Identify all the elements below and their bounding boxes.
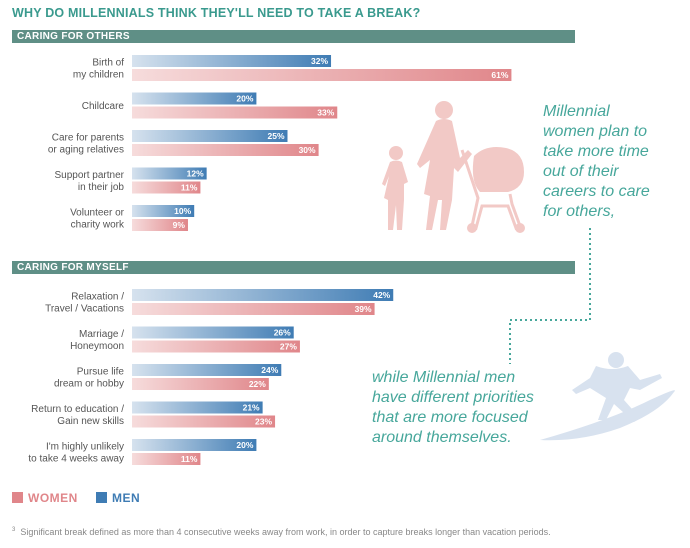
bar-men <box>132 401 263 414</box>
value-label-women: 61% <box>491 70 508 80</box>
legend-women-swatch <box>12 492 23 503</box>
section-header-caring-for-myself: CARING FOR MYSELF <box>12 261 575 274</box>
value-label-men: 25% <box>267 131 284 141</box>
bar-women <box>132 144 319 156</box>
category-label: my children <box>73 70 124 81</box>
bar-women <box>132 340 300 353</box>
value-label-women: 9% <box>173 220 186 230</box>
men-note: while Millennial men have different prio… <box>372 369 534 446</box>
category-label: Pursue life <box>77 367 125 378</box>
dotted-connector <box>509 228 591 364</box>
category-label: to take 4 weeks away <box>28 454 124 465</box>
woman-with-child-and-stroller-icon <box>382 101 525 233</box>
category-label: Childcare <box>82 101 125 112</box>
section-header-caring-for-others: CARING FOR OTHERS <box>12 30 575 43</box>
bar-men <box>132 289 394 301</box>
bar-women <box>132 69 512 81</box>
value-label-women: 23% <box>255 417 272 427</box>
bar-men <box>132 326 294 339</box>
category-label: charity work <box>71 220 125 231</box>
bar-men <box>132 167 207 180</box>
category-label: Birth of <box>92 58 124 69</box>
category-label: or aging relatives <box>48 145 124 156</box>
category-label: Volunteer or <box>70 208 125 219</box>
legend-men: MEN <box>96 491 140 505</box>
bar-men <box>132 205 195 217</box>
category-label: Care for parents <box>52 133 124 144</box>
women-note: Millennial women plan to take more time … <box>543 103 650 220</box>
value-label-men: 42% <box>373 290 390 300</box>
bar-women <box>132 453 201 465</box>
category-label: Honeymoon <box>70 341 124 352</box>
value-label-women: 11% <box>181 454 198 464</box>
value-label-women: 22% <box>249 379 266 389</box>
value-label-men: 10% <box>174 206 191 216</box>
category-label: I'm highly unlikely <box>46 442 124 453</box>
chart-title: WHY DO MILLENNIALS THINK THEY'LL NEED TO… <box>12 6 421 20</box>
value-label-women: 11% <box>181 183 198 193</box>
bar-men <box>132 130 288 142</box>
category-label: Return to education / <box>31 404 124 415</box>
bar-women <box>132 106 338 119</box>
category-label: in their job <box>78 182 125 193</box>
bar-women <box>132 181 201 194</box>
category-label: Support partner <box>55 170 125 181</box>
bar-men <box>132 364 282 376</box>
category-label: Relaxation / <box>71 292 124 303</box>
value-label-men: 20% <box>236 94 253 104</box>
value-label-men: 12% <box>187 169 204 179</box>
category-label: dream or hobby <box>54 379 124 390</box>
value-label-women: 33% <box>317 108 334 118</box>
category-label: Marriage / <box>79 329 124 340</box>
category-label: Gain new skills <box>57 416 124 427</box>
bar-women <box>132 378 269 390</box>
footnote: 3 Significant break defined as more than… <box>12 527 551 537</box>
value-label-men: 32% <box>311 56 328 66</box>
bar-women <box>132 219 188 231</box>
value-label-women: 27% <box>280 342 297 352</box>
bar-men <box>132 55 332 67</box>
legend-women: WOMEN <box>12 491 78 505</box>
value-label-men: 24% <box>261 365 278 375</box>
value-label-men: 26% <box>274 328 291 338</box>
bar-women <box>132 415 276 428</box>
category-label: Travel / Vacations <box>45 304 124 315</box>
value-label-men: 21% <box>243 403 260 413</box>
surfer-icon <box>540 352 675 441</box>
bar-men <box>132 92 257 105</box>
legend-men-swatch <box>96 492 107 503</box>
value-label-women: 30% <box>299 145 316 155</box>
bar-women <box>132 303 375 315</box>
value-label-men: 20% <box>236 440 253 450</box>
bar-men <box>132 439 257 451</box>
value-label-women: 39% <box>355 304 372 314</box>
